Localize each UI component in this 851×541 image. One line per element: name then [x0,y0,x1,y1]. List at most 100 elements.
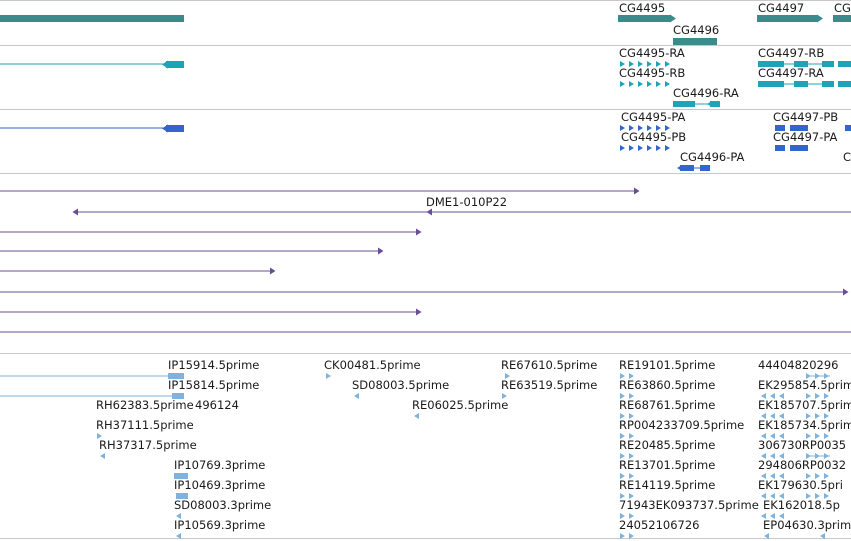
est-label[interactable]: RH62383.5prime [96,398,194,412]
est-label[interactable]: 71943EK093737.5prime [619,498,759,512]
transcript-CG4495-RA-exon[interactable] [656,61,661,67]
gene-bar-CG4495[interactable] [618,15,670,22]
est-cluster-exon[interactable] [815,393,820,399]
protein-CG4495-PA-exon[interactable] [656,125,661,131]
est-label[interactable]: IP15814.5prime [168,378,260,392]
est-cluster-exon[interactable] [761,413,766,419]
protein-exon[interactable] [700,165,710,171]
est-label[interactable]: RE63519.5prime [501,378,598,392]
est-cluster-exon[interactable] [815,413,820,419]
est-cluster-exon[interactable] [770,513,775,519]
est-cluster-exon[interactable] [824,493,829,499]
transcript-CG4495-RA-exon[interactable] [647,61,652,67]
clone-end-arrow[interactable] [634,187,640,195]
est-cluster-exon[interactable] [770,413,775,419]
est-cluster-exon[interactable] [761,513,766,519]
gene-label[interactable]: CG4497 [758,1,805,15]
est-label[interactable]: 306730RP0035 [758,438,847,452]
est-label[interactable]: RE68761.5prime [619,398,716,412]
est-label[interactable]: RE19101.5prime [619,358,716,372]
est-label[interactable]: IP10469.3prime [174,478,266,492]
clone-end-arrow[interactable] [270,267,276,275]
protein-exon[interactable] [166,125,184,132]
gene-bar-CG4497[interactable] [757,15,817,22]
protein-exon[interactable] [775,125,785,131]
est-arrow[interactable] [764,533,769,539]
est-cluster-exon[interactable] [815,493,820,499]
protein-strand-arrow[interactable] [677,165,682,171]
protein-strand-arrow[interactable] [162,124,168,133]
est-arrow[interactable] [326,373,331,379]
est-cluster-exon[interactable] [761,433,766,439]
protein-CG4495-PA-exon[interactable] [629,125,634,131]
est-cluster-exon[interactable] [806,413,811,419]
est-arrow[interactable] [354,393,359,399]
est-cluster-exon[interactable] [629,453,634,459]
est-label[interactable]: RH37111.5prime [96,418,194,432]
est-cluster-exon[interactable] [620,413,625,419]
transcript-CG4495-RB-exon[interactable] [620,81,625,87]
transcript-CG4495-RA-exon[interactable] [638,61,643,67]
transcript-CG4495-RB-exon[interactable] [638,81,643,87]
transcript-exon[interactable] [838,61,851,67]
transcript-CG4495-RA-exon[interactable] [629,61,634,67]
protein-exon[interactable] [680,165,694,171]
est-cluster-exon[interactable] [779,393,784,399]
est-label[interactable]: CK00481.5prime [324,358,421,372]
transcript-CG4495-RB-exon[interactable] [665,81,670,87]
gene-strand-arrow[interactable] [817,14,823,23]
est-cluster-exon[interactable] [770,393,775,399]
transcript-label[interactable]: CG4497-RB [758,46,825,60]
est-arrow[interactable] [505,373,510,379]
transcript-strand-arrow[interactable] [162,60,168,69]
est-label[interactable]: IP15914.5prime [168,358,260,372]
est-cluster-exon[interactable] [629,433,634,439]
est-label[interactable]: 294806RP0032 [758,458,847,472]
est-cluster-exon[interactable] [806,433,811,439]
est-cluster-exon[interactable] [629,533,634,539]
est-label[interactable]: IP10769.3prime [174,458,266,472]
est-cluster-exon[interactable] [824,413,829,419]
est-label[interactable]: RE06025.5prime [412,398,509,412]
est-label[interactable]: 24052106726 [619,518,700,532]
est-arrow[interactable] [176,533,181,539]
est-arrow[interactable] [414,413,419,419]
est-arrow[interactable] [97,433,102,439]
est-arrow[interactable] [820,533,825,539]
clone-end-arrow[interactable] [416,308,422,316]
est-cluster-exon[interactable] [620,433,625,439]
est-arrow[interactable] [502,393,507,399]
protein-CG4495-PA-exon[interactable] [647,125,652,131]
est-arrow[interactable] [100,453,105,459]
transcript-label[interactable]: CG4495-RA [619,46,685,60]
transcript-CG4495-RB-exon[interactable] [656,81,661,87]
est-cluster-exon[interactable] [806,473,811,479]
est-label[interactable]: RE20485.5prime [619,438,716,452]
est-label[interactable]: EK179630.5pri [758,478,843,492]
est-cluster-exon[interactable] [620,453,625,459]
est-label[interactable]: RE13701.5prime [619,458,716,472]
est-arrow[interactable] [176,513,181,519]
clone-end-arrow[interactable] [426,208,433,216]
est-cluster-exon[interactable] [779,413,784,419]
est-label[interactable]: SD08003.3prime [174,498,272,512]
est-cluster-exon[interactable] [779,433,784,439]
clone-label[interactable]: DME1-010P22 [426,195,508,209]
est-label[interactable]: RE14119.5prime [619,478,716,492]
est-cluster-exon[interactable] [761,453,766,459]
gene-label[interactable]: CG4495 [619,1,666,15]
est-label[interactable]: EK185734.5prime [758,418,851,432]
est-label[interactable]: RP004233709.5prime [619,418,745,432]
est-cluster-exon[interactable] [779,473,784,479]
est-cluster-exon[interactable] [620,473,625,479]
gene-bar[interactable] [0,15,184,22]
gene-strand-arrow[interactable] [670,14,676,23]
transcript-CG4495-RB-exon[interactable] [647,81,652,87]
est-cluster-exon[interactable] [815,473,820,479]
protein-label[interactable]: CG4495-PA [621,110,686,124]
protein-CG4495-PB-exon[interactable] [656,145,661,151]
protein-label[interactable]: CG4495-PB [621,130,687,144]
protein-exon[interactable] [845,125,851,131]
transcript-exon[interactable] [838,81,851,87]
